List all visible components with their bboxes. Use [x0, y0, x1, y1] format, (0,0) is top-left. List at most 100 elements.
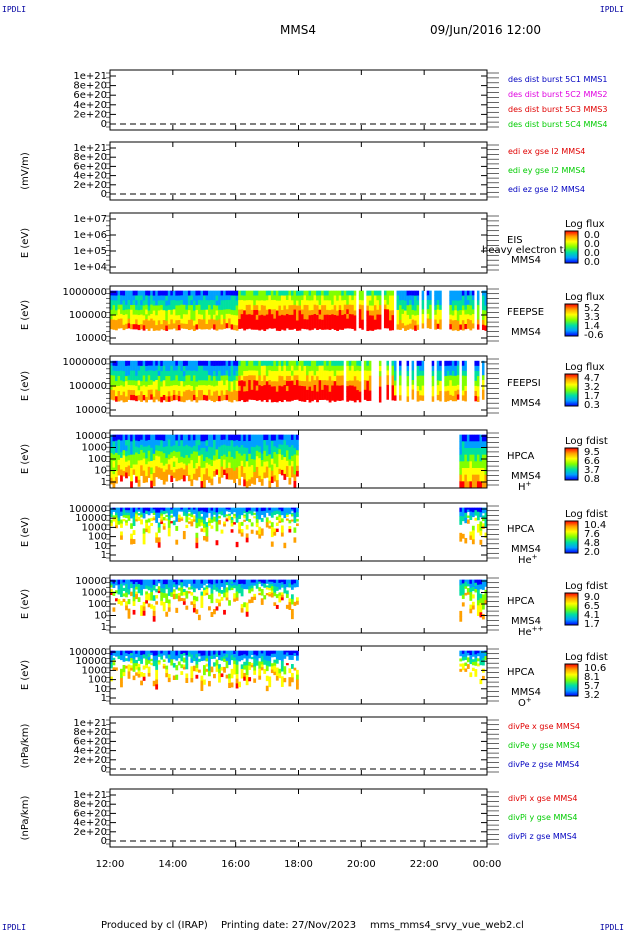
- spectrogram-cell: [278, 673, 282, 679]
- spectrogram-cell: [150, 662, 154, 666]
- spectrogram-gap: [459, 359, 463, 413]
- spectrogram-cell: [147, 518, 151, 523]
- spectrogram-cell: [228, 309, 231, 315]
- spectrogram-cell: [245, 602, 249, 608]
- spectrogram-cell: [439, 300, 443, 306]
- spectrogram-cell: [285, 579, 289, 584]
- spectrogram-cell: [233, 664, 236, 668]
- spectrogram-cell: [476, 314, 480, 320]
- spectrogram-cell: [233, 579, 236, 583]
- spectrogram-cell: [270, 470, 274, 477]
- spectrogram-cell: [117, 439, 121, 446]
- spectrogram-cell: [147, 603, 151, 608]
- spectrogram-cell: [213, 450, 216, 456]
- spectrogram-cell: [253, 370, 257, 376]
- spectrogram-cell: [235, 512, 239, 518]
- spectrogram-cell: [461, 650, 465, 655]
- spectrogram-cell: [416, 314, 420, 321]
- spectrogram-cell: [461, 657, 465, 661]
- spectrogram-cell: [202, 523, 206, 529]
- spectrogram-cell: [461, 653, 465, 658]
- spectrogram-cell: [394, 385, 397, 391]
- spectrogram-cell: [248, 661, 252, 667]
- spectrogram-cell: [243, 453, 247, 461]
- spectrogram-cell: [293, 583, 297, 588]
- spectrogram-cell: [258, 446, 262, 453]
- spectrogram-cell: [125, 300, 128, 306]
- spectrogram-cell: [466, 515, 470, 518]
- spectrogram-cell: [228, 659, 231, 665]
- spectrogram-cell: [268, 676, 272, 682]
- spectrogram-cell: [461, 380, 465, 386]
- spectrogram-cell: [115, 525, 118, 529]
- spectrogram-cell: [190, 512, 194, 515]
- spectrogram-cell: [461, 365, 465, 372]
- spectrogram-cell: [278, 305, 282, 312]
- spectrogram-cell: [180, 314, 184, 320]
- spectrogram-cell: [263, 450, 267, 457]
- spectrogram-cell: [411, 295, 415, 301]
- spectrogram-cell: [155, 588, 159, 593]
- spectrogram-cell: [180, 664, 184, 669]
- spectrogram-cell: [230, 319, 234, 325]
- spectrogram-cell: [243, 305, 247, 311]
- spectrogram-cell: [140, 512, 143, 516]
- spectrogram-cell: [157, 290, 161, 296]
- spectrogram-cell: [223, 295, 226, 301]
- spectrogram-cell: [190, 375, 194, 382]
- spectrogram-cell: [157, 654, 161, 657]
- spectrogram-cell: [283, 462, 287, 469]
- spectrogram-cell: [110, 453, 113, 460]
- spectrogram-cell: [135, 314, 138, 320]
- spectrogram-cell: [464, 537, 468, 544]
- spectrogram-cell: [220, 579, 224, 584]
- spectrogram-cell: [306, 319, 309, 325]
- spectrogram-cell: [135, 470, 138, 477]
- spectrogram-cell: [253, 440, 257, 448]
- spectrogram-cell: [273, 360, 277, 367]
- spectrogram-cell: [205, 290, 209, 296]
- spectrogram-cell: [130, 309, 133, 315]
- spectrogram-cell: [218, 477, 221, 484]
- spectrogram-cell: [311, 385, 314, 392]
- spectrogram-cell: [288, 290, 292, 296]
- spectrogram-cell: [218, 370, 221, 377]
- spectrogram-cell: [265, 324, 269, 330]
- spectrogram-cell: [180, 654, 184, 658]
- spectrogram-cell: [130, 314, 133, 320]
- spectrogram-cell: [130, 481, 133, 489]
- spectrogram-cell: [155, 295, 159, 301]
- spectrogram-cell: [313, 360, 317, 367]
- spectrogram-cell: [316, 396, 319, 403]
- spectrogram-cell: [368, 390, 372, 396]
- spectrogram-cell: [225, 517, 229, 520]
- spectrogram-cell: [152, 376, 156, 382]
- spectrogram-cell: [273, 290, 277, 296]
- spectrogram-cell: [238, 323, 241, 329]
- spectrogram-cell: [243, 514, 247, 517]
- spectrogram-cell: [391, 310, 395, 316]
- spectrogram-cell: [253, 670, 257, 675]
- spectrogram-cell: [140, 589, 143, 596]
- spectrogram-cell: [295, 465, 299, 472]
- spectrogram-cell: [213, 371, 216, 377]
- spectrogram-cell: [230, 314, 234, 320]
- spectrogram-cell: [200, 305, 204, 311]
- spectrogram-cell: [235, 507, 239, 513]
- spectrogram-cell: [145, 365, 148, 372]
- spectrogram-cell: [235, 582, 239, 586]
- spectrogram-cell: [469, 659, 473, 665]
- spectrogram-cell: [461, 590, 465, 596]
- spectrogram-cell: [150, 384, 154, 391]
- spectrogram-cell: [260, 460, 264, 467]
- y-tick-label: 6e+20: [73, 736, 107, 747]
- spectrogram-cell: [167, 523, 171, 529]
- spectrogram-cell: [115, 434, 118, 442]
- spectrogram-cell: [308, 315, 312, 321]
- spectrogram-cell: [243, 584, 247, 590]
- spectrogram-cell: [152, 360, 156, 367]
- spectrogram-cell: [263, 305, 267, 312]
- spectrogram-cell: [255, 395, 259, 401]
